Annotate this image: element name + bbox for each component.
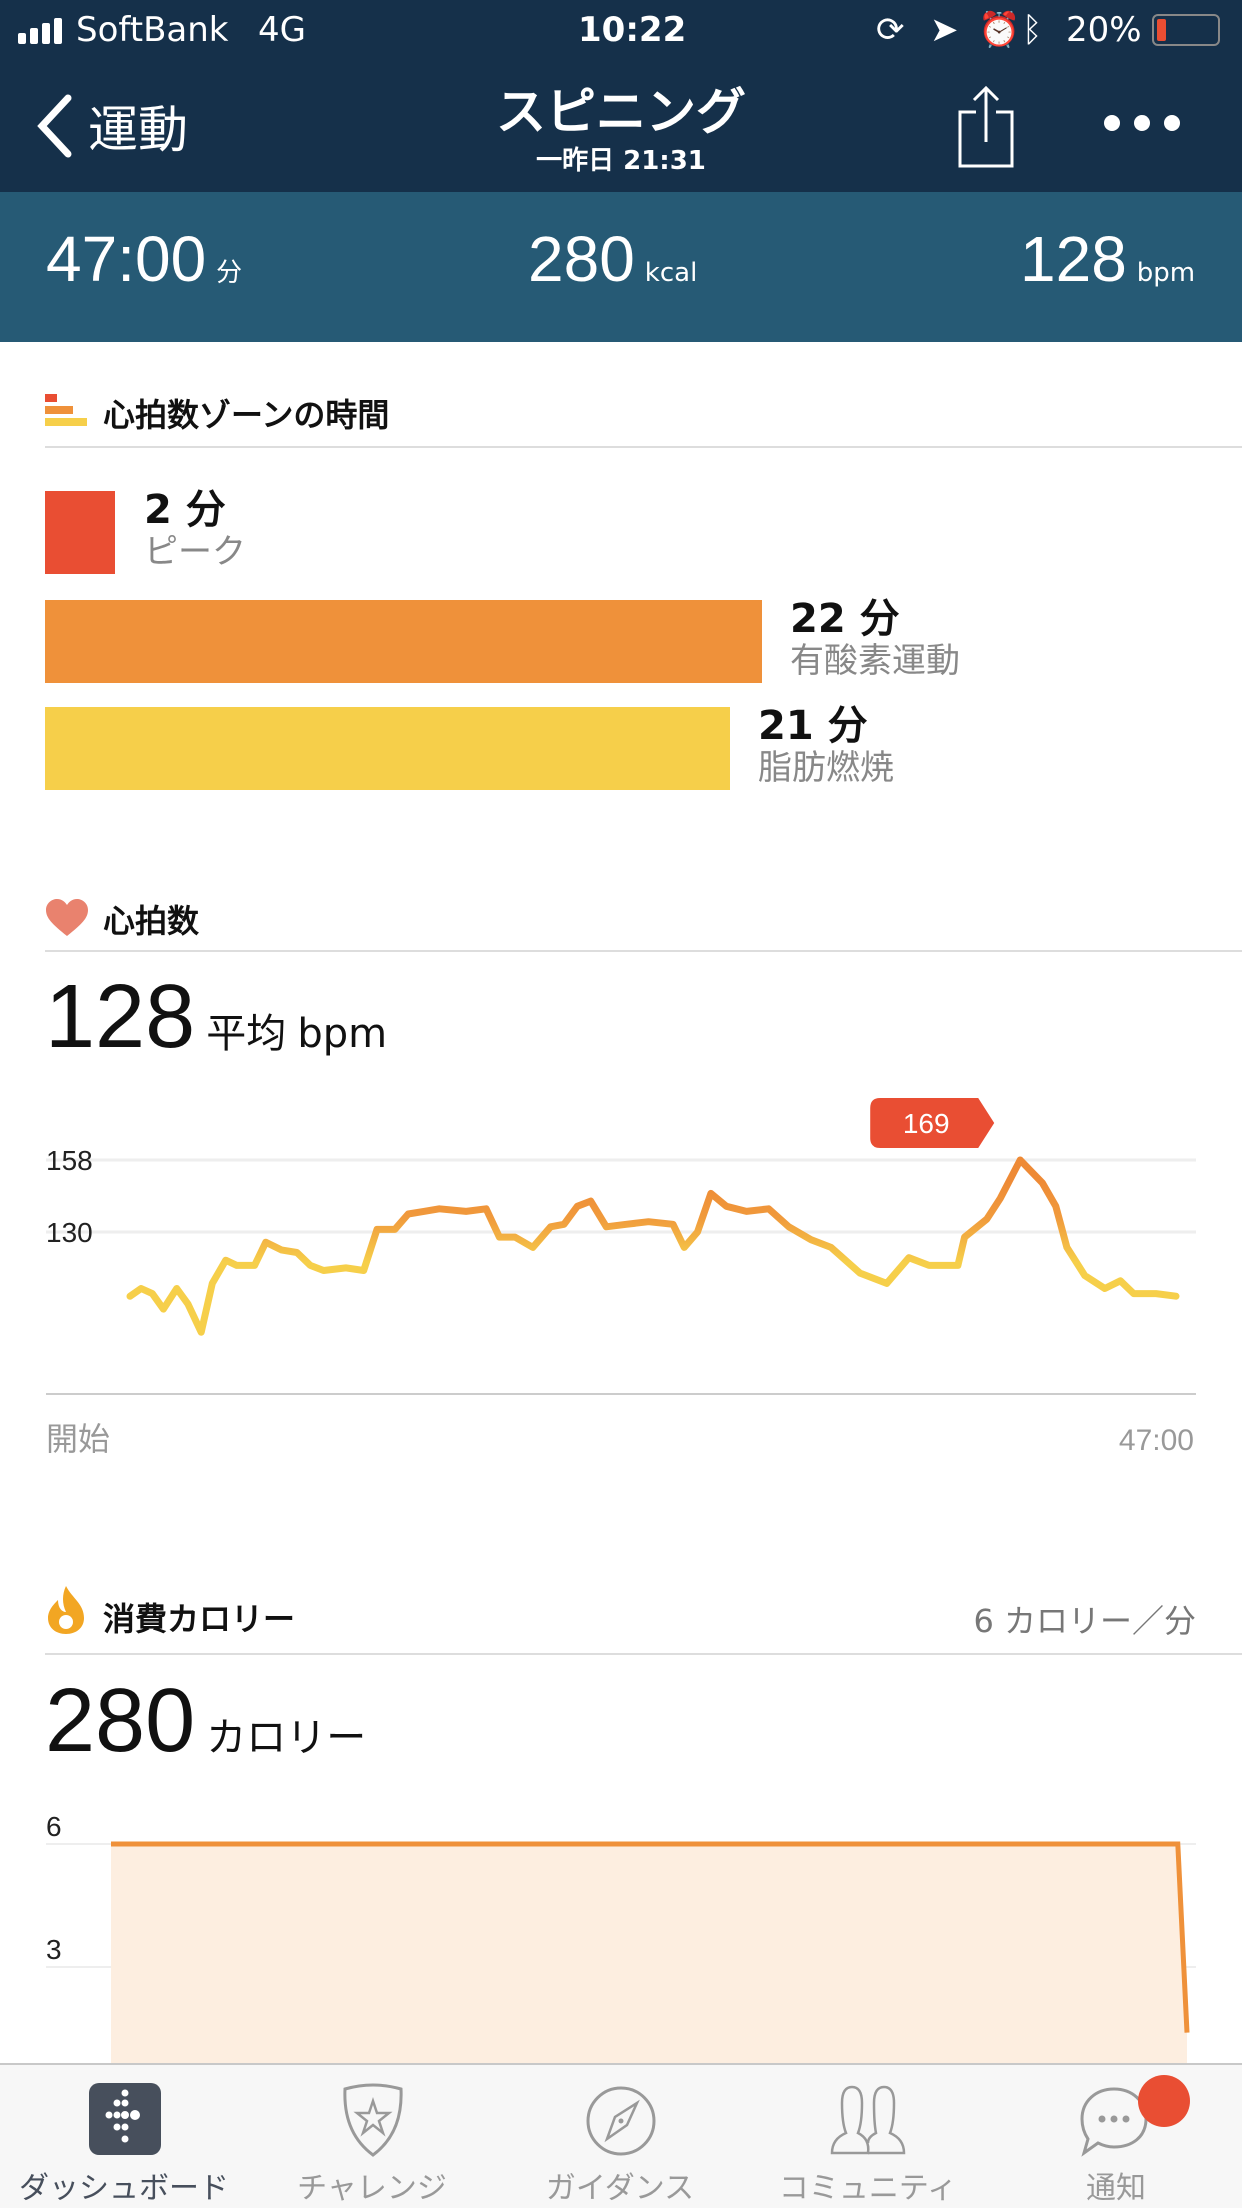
dashboard-icon [89,2083,161,2155]
calories-chart: 36 [0,1800,1242,2063]
tab-challenges[interactable]: チャレンジ [248,2065,496,2210]
summary-band: 47:00 分 280 kcal 128 bpm [0,192,1242,342]
community-icon [828,2083,908,2159]
calories-title: 消費カロリー [103,1594,295,1640]
heart-rate-unit: bpm [1137,258,1195,288]
challenge-badge-icon [337,2083,409,2159]
zone-value: 22 分 [790,597,960,641]
duration-value: 47:00 [46,223,206,295]
tab-label: 通知 [992,2163,1240,2207]
notification-badge [1138,2075,1190,2127]
network: 4G [258,10,306,50]
tab-label: コミュニティ [744,2163,992,2207]
heart-title: 心拍数 [103,896,199,942]
calories-total-unit: カロリー [206,1715,366,1761]
zone-label: 有酸素運動 [790,641,960,681]
x-tick-label: 47:00 [1119,1424,1194,1457]
zone-bar-cardio [45,600,762,683]
x-tick-label: 開始 [46,1420,110,1458]
heart-avg-unit: bpm [297,1011,387,1057]
y-tick-label: 6 [46,1811,62,1842]
calories-stat: 280 kcal [528,222,697,296]
zone-label: 脂肪燃焼 [758,748,894,788]
more-options-button[interactable] [1104,115,1184,135]
duration-unit: 分 [216,258,242,288]
zone-label: ピーク [144,532,246,572]
carrier: SoftBank [76,10,229,50]
tab-label: ダッシュボード [0,2163,248,2207]
page-subtitle: 一昨日 21:31 [0,140,1242,177]
heart-avg-value: 128 [45,967,195,1067]
share-icon[interactable] [956,84,1016,168]
tab-dashboard[interactable]: ダッシュボード [0,2065,248,2210]
calories-total-value: 280 [45,1671,195,1771]
heart-rate-chart: 130 158 開始 47:00 169 [0,1080,1242,1480]
heart-rate-line [130,1160,1176,1332]
zone-value: 2 分 [144,488,246,532]
tab-label: チャレンジ [248,2163,496,2207]
y-tick-label: 130 [46,1217,93,1248]
calories-value: 280 [528,223,635,295]
flame-icon [46,1584,86,1636]
nav-bar: SoftBank 4G 10:22 ⟳ ➤ ⏰ ᛒ 20% 運動 スピニング 一… [0,0,1242,192]
page-title: スピニング [0,72,1242,144]
heart-rate-value: 128 [1020,223,1127,295]
tab-community[interactable]: コミュニティ [744,2065,992,2210]
zones-title: 心拍数ゾーンの時間 [103,390,389,436]
y-tick-label: 158 [46,1145,93,1176]
divider [45,1653,1242,1655]
tab-guidance[interactable]: ガイダンス [496,2065,744,2210]
zone-peak-text: 2 分ピーク [144,488,246,572]
max-label: 169 [903,1108,950,1139]
zone-bar-fat-burn [45,707,730,790]
heart-average: 128 平均 bpm [45,966,387,1069]
signal-icon [18,18,68,44]
duration-stat: 47:00 分 [46,222,242,296]
tab-label: ガイダンス [496,2163,744,2207]
calories-rate: 6 カロリー／分 [973,1596,1196,1642]
heart-icon [44,898,90,938]
calories-unit: kcal [645,258,698,288]
compass-icon [585,2083,657,2159]
zone-value: 21 分 [758,704,894,748]
divider [45,950,1242,952]
heart-avg-label: 平均 [206,1011,286,1057]
battery-percent: 20% [1066,10,1142,50]
heart-rate-stat: 128 bpm [1020,222,1195,296]
calories-area [111,1844,1187,2063]
divider [45,446,1242,448]
rotation-lock-icon: ⟳ [876,10,905,50]
zone-cardio-text: 22 分有酸素運動 [790,597,960,681]
battery-icon [1152,14,1220,46]
alarm-icon: ⏰ [978,10,1020,50]
tab-notifications[interactable]: 通知 [992,2065,1240,2210]
bluetooth-icon: ᛒ [1022,10,1042,50]
clock: 10:22 [578,10,686,50]
zones-icon [45,394,89,428]
location-icon: ➤ [930,10,959,50]
zone-fatburn-text: 21 分脂肪燃焼 [758,704,894,788]
tab-bar: ダッシュボード チャレンジ ガイダンス コミュニティ 通知 [0,2063,1242,2208]
y-tick-label: 3 [46,1934,62,1965]
calories-total: 280 カロリー [45,1670,366,1773]
zone-bar-peak [45,491,115,574]
